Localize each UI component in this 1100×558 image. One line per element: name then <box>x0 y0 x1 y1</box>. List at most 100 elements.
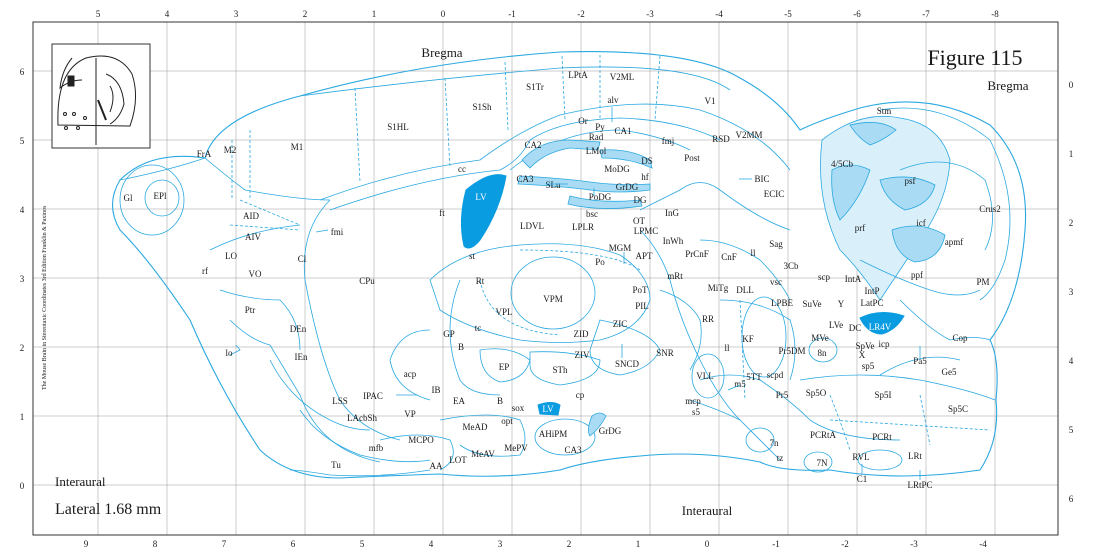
region-label: GrDG <box>616 182 639 192</box>
region-label: prf <box>855 223 866 233</box>
region-label: V2ML <box>610 72 635 82</box>
region-label: M1 <box>291 142 304 152</box>
region-label: Py <box>595 122 605 132</box>
region-label: LOT <box>449 455 467 465</box>
region-label: Tu <box>331 460 341 470</box>
tick-label: -1 <box>508 9 516 19</box>
region-label: fmi <box>331 227 344 237</box>
region-label: B <box>458 342 464 352</box>
region-label: Or <box>578 116 588 126</box>
region-label: LMol <box>586 146 607 156</box>
region-label: MiTg <box>708 283 729 293</box>
region-label: Pr5 <box>776 390 789 400</box>
region-label: s5 <box>692 407 701 417</box>
region-label: Po <box>595 257 605 267</box>
region-label: Ptr <box>245 305 256 315</box>
region-label: CPu <box>359 276 375 286</box>
region-label: VP <box>404 409 416 419</box>
interaural-bottom-label: Interaural <box>682 503 733 518</box>
tick-label: 4 <box>1069 356 1074 366</box>
tick-label: 4 <box>20 205 25 215</box>
region-label: PCRt <box>872 432 892 442</box>
tick-label: 6 <box>20 67 25 77</box>
tick-label: 3 <box>498 539 503 549</box>
region-label: 8n <box>818 348 828 358</box>
region-label: scp <box>818 272 830 282</box>
lateral-label: Lateral 1.68 mm <box>55 501 162 518</box>
region-label: S1Sh <box>472 102 492 112</box>
tick-label: 3 <box>234 9 239 19</box>
region-label: DEn <box>290 324 307 334</box>
region-label: IB <box>432 385 441 395</box>
region-label: C1 <box>857 474 868 484</box>
tick-label: 1 <box>372 9 377 19</box>
tick-label: 1 <box>20 412 25 422</box>
region-label: cp <box>576 390 585 400</box>
region-label: Sp5C <box>948 404 968 414</box>
region-label: GP <box>443 329 455 339</box>
tick-label: 0 <box>441 9 446 19</box>
region-label: STh <box>552 365 568 375</box>
region-label: psf <box>905 176 916 186</box>
region-label: FrA <box>197 149 212 159</box>
tick-label: -8 <box>991 9 999 19</box>
region-label: LR4V <box>869 322 892 332</box>
region-label: 7n <box>770 438 780 448</box>
region-labels: S1Sh S1Tr LPtA V2ML V1 S1HL M1 M2 FrA Gl… <box>124 70 1001 490</box>
region-label: Sp5I <box>874 390 891 400</box>
region-label: LPMC <box>634 226 659 236</box>
region-label: Y <box>838 299 845 309</box>
region-label: LAcbSh <box>347 413 377 423</box>
region-label: mRt <box>667 271 683 281</box>
tick-label: -1 <box>772 539 780 549</box>
brain-outline <box>111 51 1027 479</box>
lateral-ventricle <box>460 174 507 249</box>
region-label: DC <box>849 323 862 333</box>
region-label: KF <box>742 334 754 344</box>
region-label: V2MM <box>735 130 762 140</box>
region-label: lo <box>225 348 233 358</box>
region-label: Ge5 <box>942 367 957 377</box>
region-label: LRtPC <box>907 480 932 490</box>
bregma-top-label: Bregma <box>421 45 462 60</box>
region-label: Pa5 <box>913 356 927 366</box>
tick-label: 7 <box>222 539 227 549</box>
figure-title: Figure 115 <box>927 45 1022 70</box>
region-label: PIL <box>635 301 649 311</box>
tick-label: 0 <box>1069 80 1074 90</box>
region-label: Rad <box>589 132 604 142</box>
region-label: ZID <box>574 329 589 339</box>
region-label: PoDG <box>589 192 612 202</box>
tick-label: -5 <box>784 9 792 19</box>
region-label: Cl <box>298 254 307 264</box>
region-label: LV <box>542 404 554 414</box>
region-label: IEn <box>295 352 308 362</box>
region-label: SuVe <box>802 299 821 309</box>
region-label: LSS <box>332 396 348 406</box>
region-label: AID <box>243 211 259 221</box>
region-label: CA3 <box>564 445 582 455</box>
tick-label: 0 <box>705 539 710 549</box>
region-label: PCRtA <box>810 430 837 440</box>
region-label: LO <box>225 251 237 261</box>
region-label: ZIC <box>613 319 628 329</box>
region-label: mfb <box>369 443 384 453</box>
inset-coronal-section-icon <box>57 55 136 145</box>
ruler-marks <box>32 21 1059 536</box>
region-label: IntP <box>864 286 879 296</box>
fourth-ventricle-lateral-recess <box>859 312 905 335</box>
region-label: OT <box>633 216 645 226</box>
region-label: tz <box>777 453 784 463</box>
tick-label: -4 <box>979 539 987 549</box>
region-label: icp <box>879 339 890 349</box>
tick-label: 2 <box>303 9 308 19</box>
region-label: RVL <box>852 452 869 462</box>
bregma-right-label: Bregma <box>987 78 1028 93</box>
left-axis: 6 5 4 3 2 1 0 <box>20 67 25 491</box>
region-label: LVe <box>829 320 843 330</box>
region-label: 5TT <box>746 372 762 382</box>
region-label: 7N <box>817 458 829 468</box>
region-label: opt <box>501 416 513 426</box>
interaural-left-label: Interaural <box>55 474 106 489</box>
tick-label: 5 <box>360 539 365 549</box>
